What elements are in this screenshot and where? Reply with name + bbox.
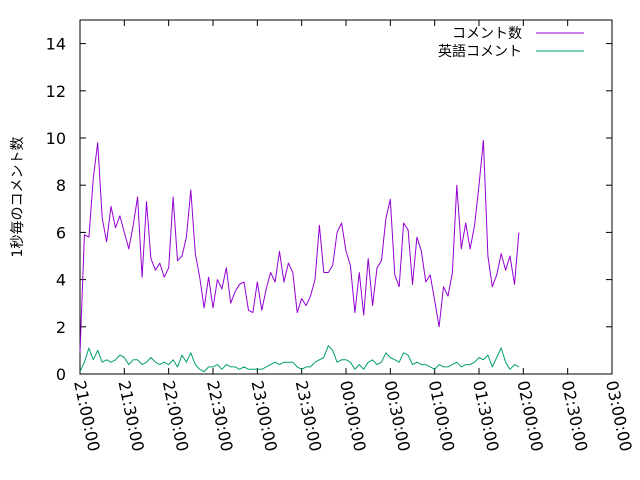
x-tick-label: 23:30:00 bbox=[292, 379, 326, 453]
y-tick-label: 2 bbox=[56, 318, 66, 337]
legend-entry-label: 英語コメント bbox=[438, 43, 522, 60]
series-line-1 bbox=[79, 139, 520, 353]
y-tick-label: 14 bbox=[46, 35, 66, 54]
legend-entry-label: コメント数 bbox=[452, 26, 522, 42]
plot-frame bbox=[79, 19, 613, 375]
x-tick-label: 01:00:00 bbox=[425, 379, 459, 453]
y-tick-label: 8 bbox=[56, 176, 66, 195]
x-tick-label: 02:30:00 bbox=[558, 379, 592, 453]
series-line-2 bbox=[79, 345, 520, 373]
x-tick-label: 22:00:00 bbox=[159, 379, 193, 453]
x-tick-label: 01:30:00 bbox=[469, 379, 503, 453]
x-tick-label: 21:30:00 bbox=[114, 379, 148, 453]
x-axis-ticks: 21:00:00 21:30:00 22:00:00 22:30:00 23:00:00… bbox=[70, 20, 636, 453]
x-tick-label: 02:00:00 bbox=[513, 379, 547, 453]
x-tick-label: 23:00:00 bbox=[247, 379, 281, 453]
y-tick-label: 6 bbox=[56, 223, 66, 242]
y-tick-label: 0 bbox=[56, 365, 66, 384]
y-tick-label: 12 bbox=[46, 82, 66, 101]
x-tick-label: 21:00:00 bbox=[70, 379, 104, 453]
y-tick-label: 10 bbox=[46, 129, 66, 148]
y-axis-ticks: 0 2 4 6 8 10 12 14 bbox=[46, 35, 612, 384]
x-tick-label: 22:30:00 bbox=[203, 379, 237, 453]
x-tick-label: 00:00:00 bbox=[336, 379, 370, 453]
x-tick-label: 03:00:00 bbox=[602, 379, 636, 453]
y-axis-title: 1秒毎のコメント数 bbox=[10, 137, 26, 258]
x-tick-label: 00:30:00 bbox=[380, 379, 414, 453]
y-tick-label: 4 bbox=[56, 271, 66, 290]
series-layer bbox=[79, 139, 520, 373]
